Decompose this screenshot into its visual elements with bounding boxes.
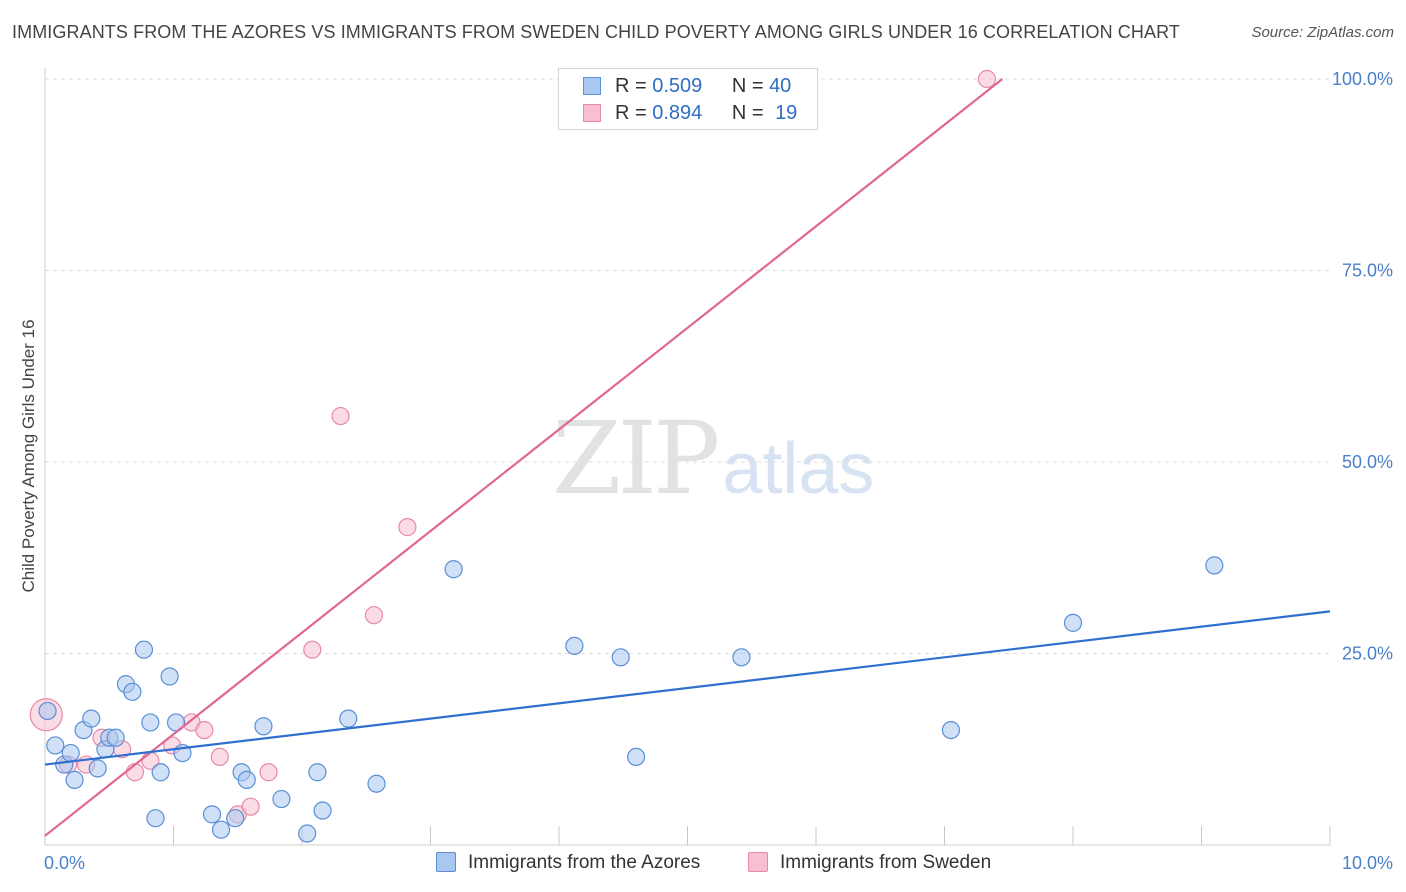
legend-item-azores[interactable]: Immigrants from the Azores — [436, 852, 700, 874]
data-point-azores — [65, 770, 84, 789]
grid — [45, 78, 1330, 654]
y-tick-label: 100.0% — [1332, 69, 1393, 89]
data-point-azores — [38, 701, 57, 721]
data-point-azores — [313, 801, 332, 820]
data-point-azores — [151, 763, 170, 782]
legend-n-label: N = — [731, 102, 764, 124]
data-point-sweden — [331, 406, 350, 426]
data-point-azores — [202, 805, 222, 824]
legend-r-value-azores: 0.509 — [652, 75, 703, 97]
legend-swatch-sweden — [583, 104, 601, 122]
data-point-sweden — [303, 640, 322, 659]
watermark-zip: ZIP — [552, 400, 720, 517]
data-point-azores — [106, 728, 125, 747]
legend-n-label: N = — [731, 75, 764, 97]
data-point-azores — [367, 774, 386, 793]
data-point-azores — [61, 743, 80, 763]
data-point-azores — [444, 560, 463, 579]
data-point-azores — [339, 709, 358, 728]
data-point-azores — [226, 809, 245, 828]
y-tick-label: 75.0% — [1342, 261, 1393, 281]
legend-swatch-sweden — [748, 852, 768, 872]
data-point-azores — [272, 789, 291, 809]
data-point-azores — [1205, 556, 1224, 575]
tick-labels: 25.0% 50.0% 75.0% 100.0% 0.0% 10.0% — [44, 69, 1393, 873]
data-point-azores — [941, 720, 961, 740]
trend-line-azores — [44, 610, 1331, 766]
watermark-atlas: atlas — [722, 429, 875, 509]
legend-row-azores: R = 0.509 N = 40 — [583, 75, 791, 101]
data-point-azores — [82, 709, 101, 728]
legend-label-sweden: Immigrants from Sweden — [780, 852, 992, 873]
y-tick-label: 50.0% — [1342, 452, 1393, 472]
sweden-points — [29, 69, 997, 824]
data-point-sweden — [977, 69, 997, 89]
data-point-sweden — [195, 720, 214, 740]
legend-swatch-azores — [583, 77, 601, 95]
chart-title: IMMIGRANTS FROM THE AZORES VS IMMIGRANTS… — [12, 22, 1180, 42]
data-point-azores — [88, 759, 107, 778]
data-point-sweden — [125, 763, 145, 782]
data-point-azores — [626, 747, 646, 767]
source-label: Source: ZipAtlas.com — [1251, 24, 1394, 41]
data-point-azores — [134, 640, 154, 659]
legend-r-label: R = — [615, 75, 647, 97]
data-point-sweden — [210, 747, 229, 767]
data-point-azores — [611, 648, 630, 667]
data-point-sweden — [398, 518, 417, 537]
data-point-azores — [237, 770, 256, 789]
correlation-legend: R = 0.509 N = 40 R = 0.894 N = 19 — [558, 68, 818, 130]
legend-n-value-azores: 40 — [769, 75, 792, 97]
data-point-azores — [141, 713, 160, 732]
data-point-azores — [732, 648, 751, 667]
trend-line-sweden — [44, 78, 1004, 837]
axes — [44, 68, 1331, 846]
data-point-sweden — [259, 763, 278, 782]
x-tick-label: 10.0% — [1342, 853, 1393, 873]
y-axis-title: Child Poverty Among Girls Under 16 — [19, 319, 38, 592]
legend-row-sweden: R = 0.894 N = 19 — [583, 102, 797, 128]
legend-r-label: R = — [615, 102, 647, 124]
data-point-azores — [146, 809, 165, 828]
legend-label-azores: Immigrants from the Azores — [468, 852, 701, 873]
data-point-azores — [160, 667, 179, 686]
data-point-azores — [308, 763, 327, 782]
x-tick-label: 0.0% — [44, 853, 85, 873]
data-point-sweden — [364, 606, 384, 625]
data-point-azores — [298, 824, 317, 843]
data-point-azores — [254, 717, 273, 736]
azores-points — [38, 556, 1224, 843]
watermark: ZIPatlas — [552, 400, 874, 517]
series-legend: Immigrants from the Azores Immigrants fr… — [0, 852, 1406, 878]
legend-swatch-azores — [436, 852, 456, 872]
data-point-azores — [46, 736, 65, 755]
data-point-azores — [123, 682, 142, 701]
data-point-azores — [565, 636, 584, 655]
data-point-azores — [1063, 613, 1083, 632]
legend-n-value-sweden: 19 — [775, 102, 798, 124]
legend-item-sweden[interactable]: Immigrants from Sweden — [748, 852, 991, 874]
data-point-sweden — [241, 797, 260, 816]
legend-r-value-sweden: 0.894 — [652, 102, 703, 124]
trend-lines — [44, 78, 1331, 837]
y-tick-label: 25.0% — [1342, 644, 1393, 664]
data-point-azores — [211, 820, 231, 839]
